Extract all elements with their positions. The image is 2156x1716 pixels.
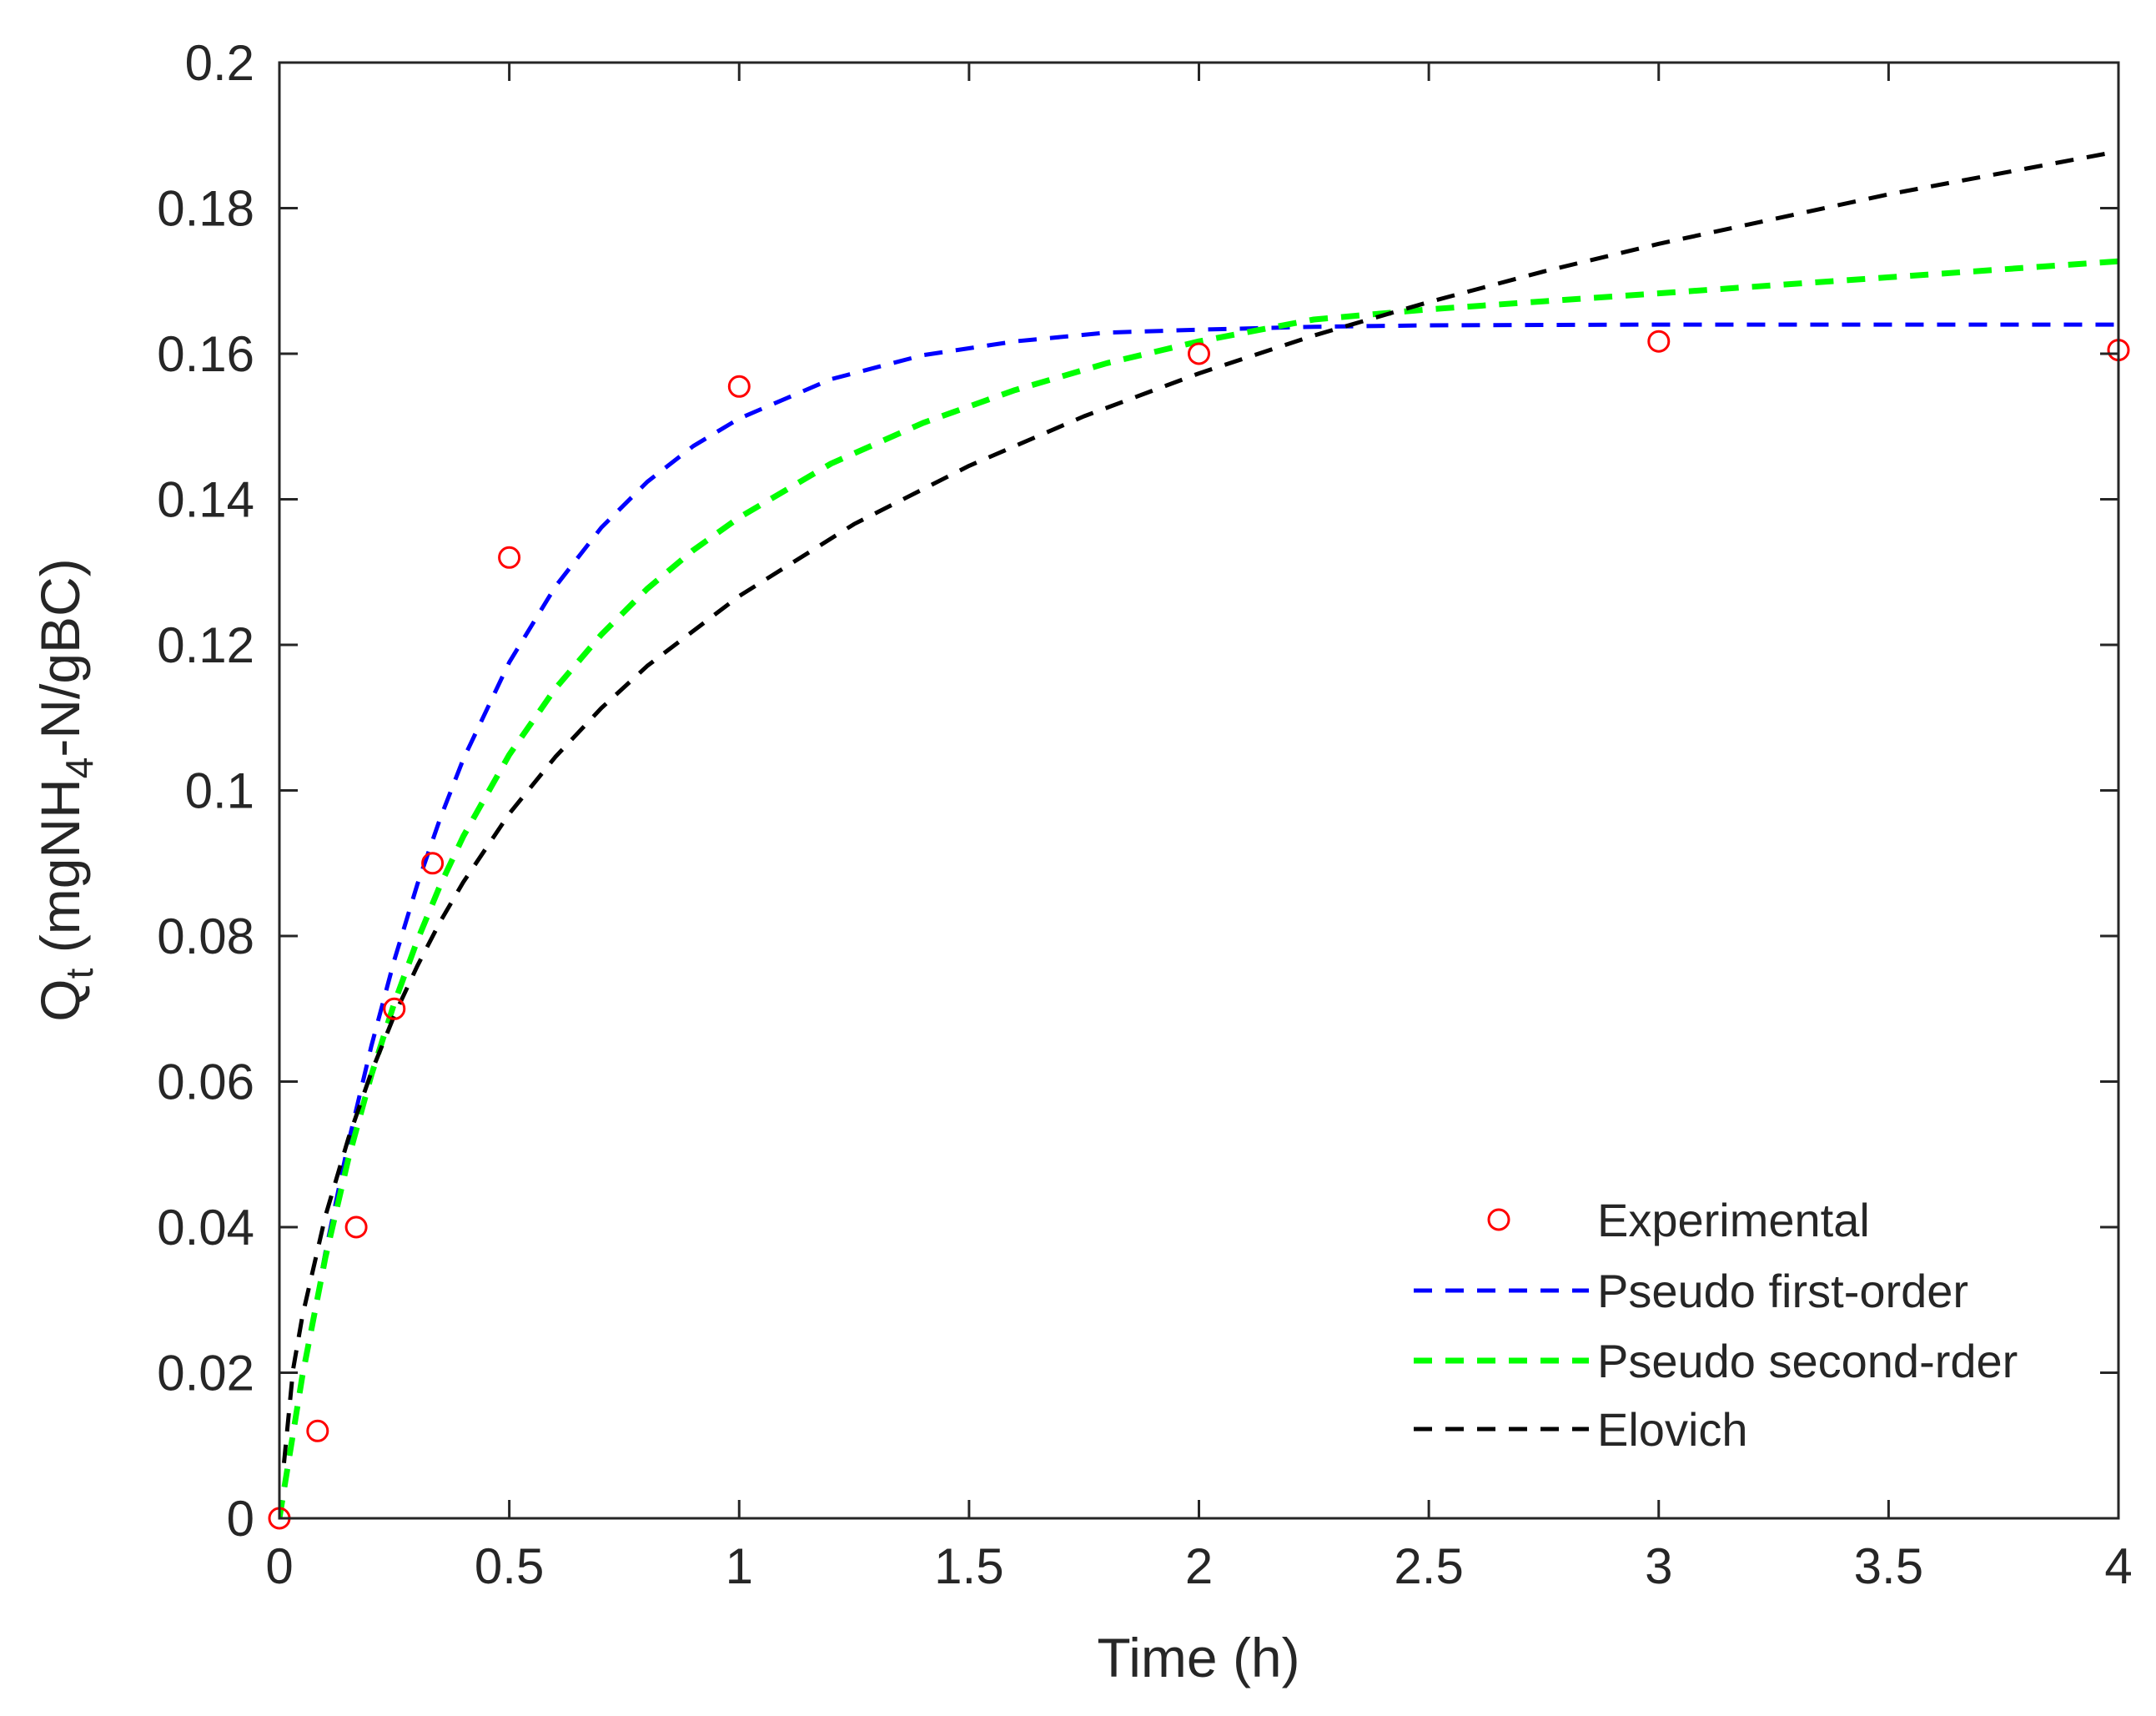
- data-point-experimental: [1647, 330, 1671, 353]
- series-layer: [279, 148, 2118, 1518]
- y-tick-label: 0.06: [157, 1054, 254, 1110]
- x-tick-label: 2.5: [1394, 1538, 1463, 1594]
- data-point-experimental: [344, 1215, 368, 1239]
- x-tick-label: 0: [265, 1538, 293, 1594]
- y-tick-label: 0.14: [157, 472, 254, 528]
- x-axis-title: Time (h): [1097, 1627, 1299, 1688]
- y-tick-label: 0.02: [157, 1346, 254, 1401]
- x-tick-label: 0.5: [475, 1538, 544, 1594]
- data-point-experimental: [1188, 342, 1210, 365]
- y-axis-ticks: 0 0.02 0.04 0.06 0.08 0.1 0.12 0.14 0.16 0.18 0.2: [157, 35, 2118, 1547]
- x-tick-label: 2: [1185, 1538, 1213, 1594]
- y-tick-label: 0.18: [157, 181, 254, 237]
- legend-label-pseudo-second-order: Pseudo second-rder: [1597, 1335, 2018, 1387]
- marker-layer: [268, 330, 2130, 1530]
- legend-entry-experimental: Experimental: [1487, 1194, 1870, 1246]
- legend-entry-pseudo-second-order: Pseudo second-rder: [1414, 1335, 2018, 1387]
- series-line-pseudo-first-order: [279, 322, 2118, 1518]
- data-point-experimental: [306, 1419, 329, 1442]
- data-point-experimental: [498, 546, 521, 569]
- legend-label-elovich: Elovich: [1597, 1403, 1748, 1456]
- series-line-elovich: [282, 148, 2118, 1463]
- y-tick-label: 0.16: [157, 326, 254, 382]
- legend-label-experimental: Experimental: [1597, 1194, 1870, 1246]
- legend-marker-experimental: [1487, 1208, 1510, 1231]
- legend-label-pseudo-first-order: Pseudo first-order: [1597, 1265, 1968, 1317]
- x-tick-label: 1: [726, 1538, 753, 1594]
- y-tick-label: 0.08: [157, 908, 254, 964]
- series-line-pseudo-second-rder: [279, 258, 2118, 1518]
- legend: Experimental Pseudo first-order Pseudo s…: [1414, 1194, 2018, 1456]
- x-tick-label: 3.5: [1854, 1538, 1923, 1594]
- x-tick-label: 3: [1645, 1538, 1672, 1594]
- y-axis-title: Qt (mgNH4-N/gBC): [29, 558, 101, 1021]
- y-tick-label: 0.1: [185, 763, 254, 819]
- x-tick-label: 1.5: [934, 1538, 1003, 1594]
- legend-entry-pseudo-first-order: Pseudo first-order: [1414, 1265, 1968, 1317]
- y-tick-label: 0.04: [157, 1200, 254, 1256]
- x-axis-ticks: 0 0.5 1 1.5 2 2.5 3 3.5 4: [265, 63, 2133, 1594]
- x-tick-label: 4: [2104, 1538, 2132, 1594]
- data-point-experimental: [727, 375, 751, 398]
- y-tick-label: 0: [227, 1491, 254, 1547]
- y-tick-label: 0.12: [157, 617, 254, 673]
- y-tick-label: 0.2: [185, 35, 254, 91]
- data-point-experimental: [383, 997, 406, 1020]
- legend-entry-elovich: Elovich: [1414, 1403, 1748, 1456]
- data-point-experimental: [421, 852, 445, 875]
